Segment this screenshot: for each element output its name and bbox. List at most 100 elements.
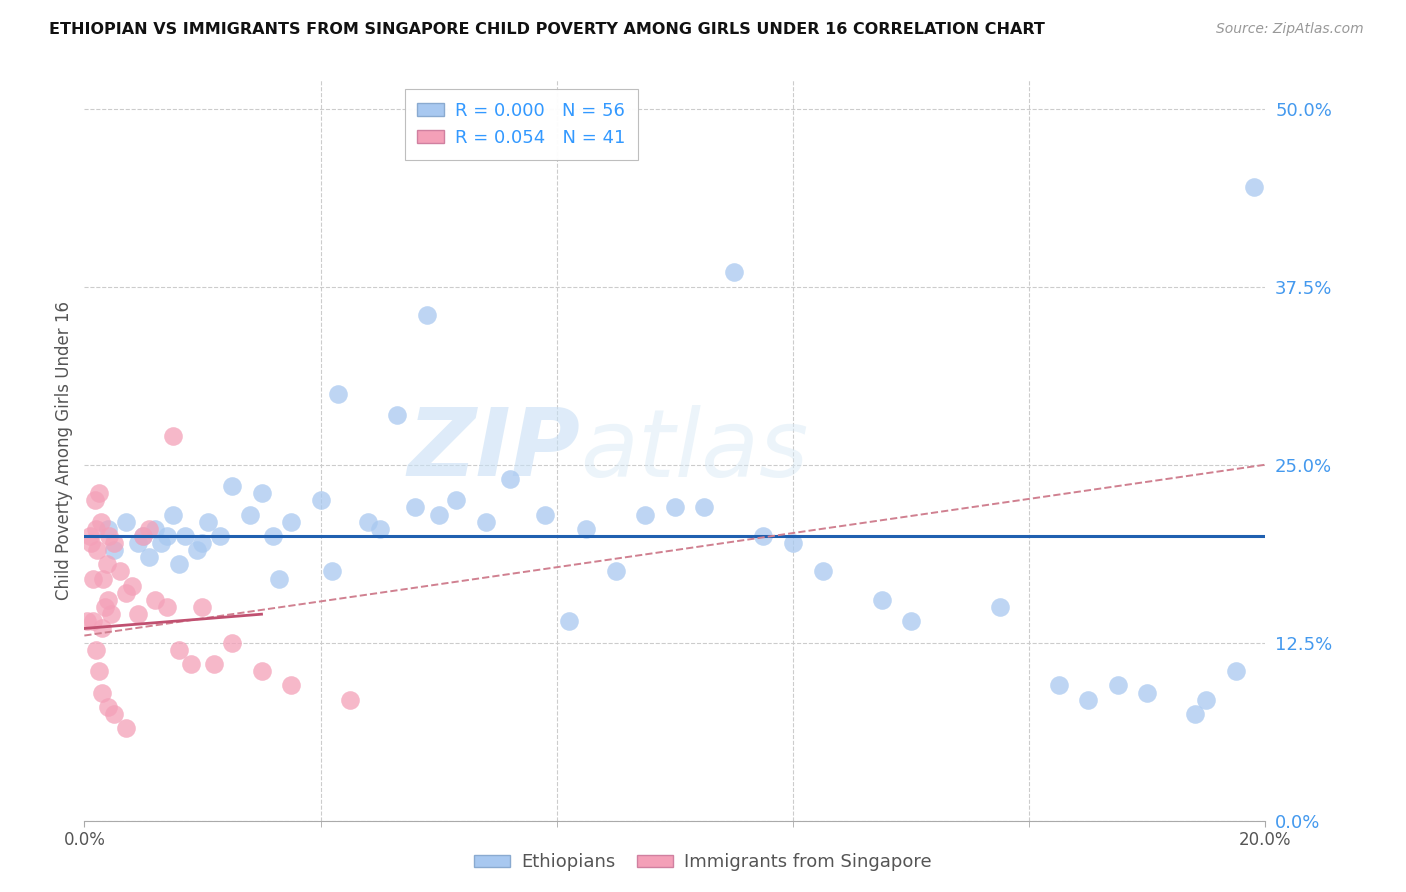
Point	[156, 600, 179, 615]
Point	[150, 536, 173, 550]
Point	[100, 607, 122, 622]
Point	[1195, 692, 1218, 706]
Point	[1243, 180, 1265, 194]
Point	[103, 543, 125, 558]
Point	[156, 529, 179, 543]
Point	[86, 543, 108, 558]
Point	[387, 408, 409, 422]
Point	[498, 472, 520, 486]
Point	[103, 536, 125, 550]
Point	[143, 593, 166, 607]
Point	[82, 572, 104, 586]
Point	[91, 572, 114, 586]
Point	[97, 699, 120, 714]
Point	[752, 529, 775, 543]
Point	[664, 500, 686, 515]
Point	[191, 536, 214, 550]
Legend: Ethiopians, Immigrants from Singapore: Ethiopians, Immigrants from Singapore	[467, 847, 939, 879]
Point	[239, 508, 262, 522]
Point	[98, 529, 121, 543]
Point	[79, 529, 101, 543]
Point	[108, 565, 131, 579]
Text: atlas: atlas	[581, 405, 808, 496]
Point	[416, 308, 439, 322]
Point	[328, 386, 350, 401]
Point	[87, 486, 111, 500]
Point	[280, 678, 302, 692]
Point	[221, 635, 243, 649]
Point	[280, 515, 302, 529]
Point	[162, 508, 184, 522]
Point	[132, 529, 155, 543]
Point	[191, 600, 214, 615]
Point	[173, 529, 195, 543]
Point	[1136, 685, 1159, 699]
Point	[76, 615, 98, 629]
Point	[1184, 706, 1206, 721]
Point	[988, 600, 1011, 615]
Point	[221, 479, 243, 493]
Point	[132, 529, 155, 543]
Point	[90, 515, 112, 529]
Point	[197, 515, 219, 529]
Point	[121, 579, 143, 593]
Point	[91, 622, 114, 636]
Point	[162, 429, 184, 443]
Point	[357, 515, 380, 529]
Point	[634, 508, 657, 522]
Point	[80, 536, 103, 550]
Point	[446, 493, 468, 508]
Point	[84, 642, 107, 657]
Point	[114, 515, 136, 529]
Point	[97, 593, 120, 607]
Point	[475, 515, 498, 529]
Point	[114, 721, 136, 735]
Y-axis label: Child Poverty Among Girls Under 16: Child Poverty Among Girls Under 16	[55, 301, 73, 600]
Point	[1077, 692, 1099, 706]
Point	[605, 565, 627, 579]
Point	[103, 706, 125, 721]
Point	[84, 493, 107, 508]
Point	[127, 536, 149, 550]
Point	[186, 543, 208, 558]
Point	[138, 522, 160, 536]
Point	[900, 615, 922, 629]
Point	[404, 500, 426, 515]
Point	[557, 615, 579, 629]
Point	[167, 642, 190, 657]
Point	[321, 565, 343, 579]
Point	[339, 692, 361, 706]
Point	[96, 558, 118, 572]
Point	[309, 493, 332, 508]
Point	[250, 664, 273, 678]
Point	[138, 550, 160, 565]
Point	[167, 558, 190, 572]
Point	[94, 600, 117, 615]
Point	[250, 486, 273, 500]
Point	[1107, 678, 1129, 692]
Text: Source: ZipAtlas.com: Source: ZipAtlas.com	[1216, 22, 1364, 37]
Text: ETHIOPIAN VS IMMIGRANTS FROM SINGAPORE CHILD POVERTY AMONG GIRLS UNDER 16 CORREL: ETHIOPIAN VS IMMIGRANTS FROM SINGAPORE C…	[49, 22, 1045, 37]
Point	[870, 593, 893, 607]
Point	[82, 615, 104, 629]
Point	[209, 529, 232, 543]
Point	[723, 265, 745, 279]
Legend: R = 0.000   N = 56, R = 0.054   N = 41: R = 0.000 N = 56, R = 0.054 N = 41	[405, 89, 638, 160]
Point	[91, 685, 114, 699]
Point	[202, 657, 225, 671]
Text: ZIP: ZIP	[408, 404, 581, 497]
Point	[262, 529, 284, 543]
Point	[1047, 678, 1070, 692]
Point	[269, 572, 291, 586]
Point	[87, 664, 111, 678]
Point	[180, 657, 202, 671]
Point	[534, 508, 557, 522]
Point	[575, 522, 598, 536]
Point	[368, 522, 391, 536]
Point	[811, 565, 834, 579]
Point	[427, 508, 450, 522]
Point	[143, 522, 166, 536]
Point	[97, 522, 120, 536]
Point	[782, 536, 804, 550]
Point	[127, 607, 149, 622]
